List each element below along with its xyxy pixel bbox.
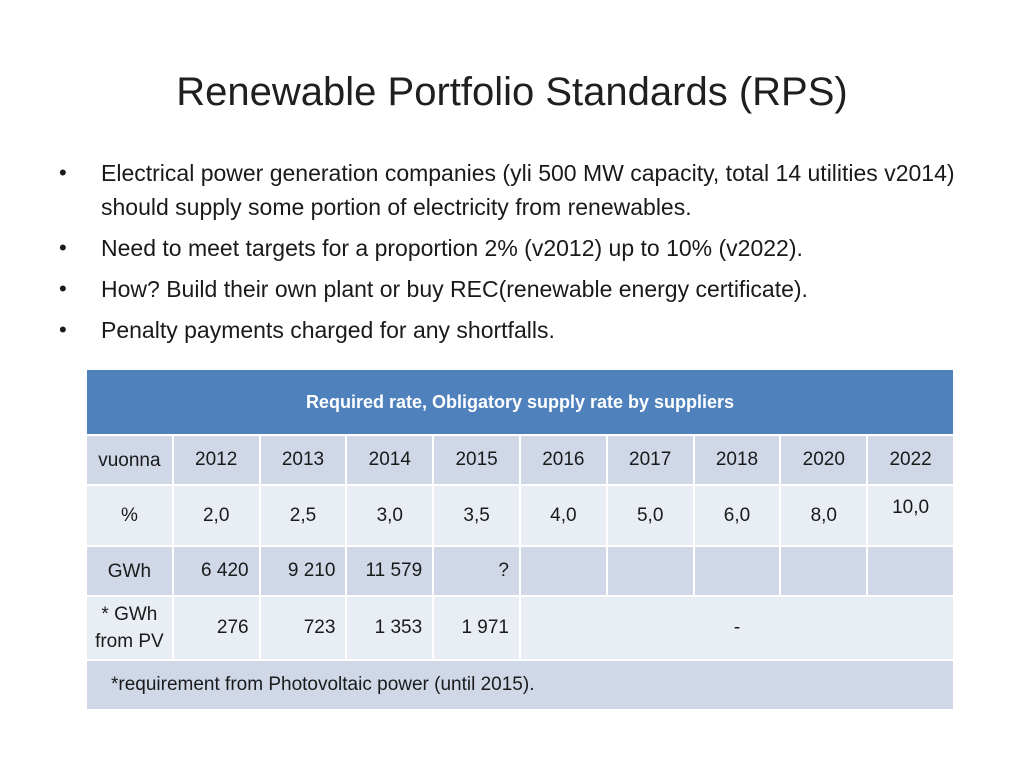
year-cell: 2020 — [779, 434, 869, 486]
percent-cell: 6,0 — [692, 484, 782, 547]
table-row-year: vuonna 2012 2013 2014 2015 2016 2017 201… — [85, 434, 955, 486]
pv-cell: 276 — [171, 595, 261, 661]
rps-table: Required rate, Obligatory supply rate by… — [85, 368, 956, 711]
table-row-percent: % 2,0 2,5 3,0 3,5 4,0 5,0 6,0 8,0 10,0 — [85, 484, 955, 547]
pv-cell: 723 — [258, 595, 348, 661]
year-cell: 2015 — [432, 434, 521, 486]
year-cell: 2014 — [345, 434, 435, 486]
bullet-text: Need to meet targets for a proportion 2%… — [101, 235, 803, 261]
bullet-item: • How? Build their own plant or buy REC(r… — [56, 272, 976, 306]
table-row-pv: * GWh from PV 276 723 1 353 1 971 - — [85, 595, 956, 661]
gwh-cell-empty — [692, 545, 782, 597]
table-row-gwh: GWh 6 420 9 210 11 579 ? — [85, 545, 955, 597]
row-label-pv: * GWh from PV — [85, 595, 174, 661]
row-label-year: vuonna — [85, 434, 174, 486]
year-cell: 2022 — [866, 434, 955, 486]
bullet-item: • Need to meet targets for a proportion 2… — [56, 231, 976, 265]
bullet-text: Penalty payments charged for any shortfa… — [101, 317, 555, 343]
table-row-footnote: *requirement from Photovoltaic power (un… — [85, 659, 955, 711]
bullet-icon: • — [59, 317, 67, 342]
gwh-cell: ? — [432, 545, 521, 597]
bullet-icon: • — [59, 276, 67, 301]
year-cell: 2017 — [605, 434, 695, 486]
percent-cell: 5,0 — [605, 484, 695, 547]
year-cell: 2013 — [258, 434, 348, 486]
table-footnote: *requirement from Photovoltaic power (un… — [85, 659, 955, 711]
pv-cell-merged: - — [518, 595, 956, 661]
bullet-item: • Penalty payments charged for any shortf… — [56, 313, 976, 347]
pv-cell: 1 353 — [345, 595, 435, 661]
percent-cell: 2,0 — [171, 484, 261, 547]
percent-cell: 10,0 — [866, 484, 955, 547]
bullet-icon: • — [59, 160, 67, 185]
gwh-cell-empty — [518, 545, 608, 597]
bullet-text: Electrical power generation companies (y… — [101, 160, 955, 220]
gwh-cell-empty — [779, 545, 869, 597]
gwh-cell: 9 210 — [258, 545, 348, 597]
percent-cell: 3,0 — [345, 484, 435, 547]
year-cell: 2018 — [692, 434, 782, 486]
year-cell: 2012 — [171, 434, 261, 486]
row-label-pv-line2: from PV — [95, 631, 164, 652]
gwh-cell-empty — [605, 545, 695, 597]
row-label-pv-line1: * GWh — [101, 604, 158, 625]
gwh-cell: 6 420 — [171, 545, 261, 597]
bullet-icon: • — [59, 235, 67, 260]
percent-cell: 8,0 — [779, 484, 869, 547]
percent-cell: 3,5 — [432, 484, 521, 547]
row-label-percent: % — [85, 484, 174, 547]
pv-cell: 1 971 — [432, 595, 521, 661]
gwh-cell: 11 579 — [345, 545, 435, 597]
percent-cell: 4,0 — [518, 484, 608, 547]
percent-cell: 2,5 — [258, 484, 348, 547]
year-cell: 2016 — [518, 434, 608, 486]
row-label-gwh: GWh — [85, 545, 174, 597]
table-header: Required rate, Obligatory supply rate by… — [85, 368, 955, 436]
gwh-cell-empty — [866, 545, 955, 597]
bullet-item: • Electrical power generation companies (… — [56, 156, 976, 224]
bullet-text: How? Build their own plant or buy REC(re… — [101, 276, 808, 302]
slide-title: Renewable Portfolio Standards (RPS) — [176, 70, 848, 114]
bullet-list: • Electrical power generation companies (… — [56, 156, 976, 354]
